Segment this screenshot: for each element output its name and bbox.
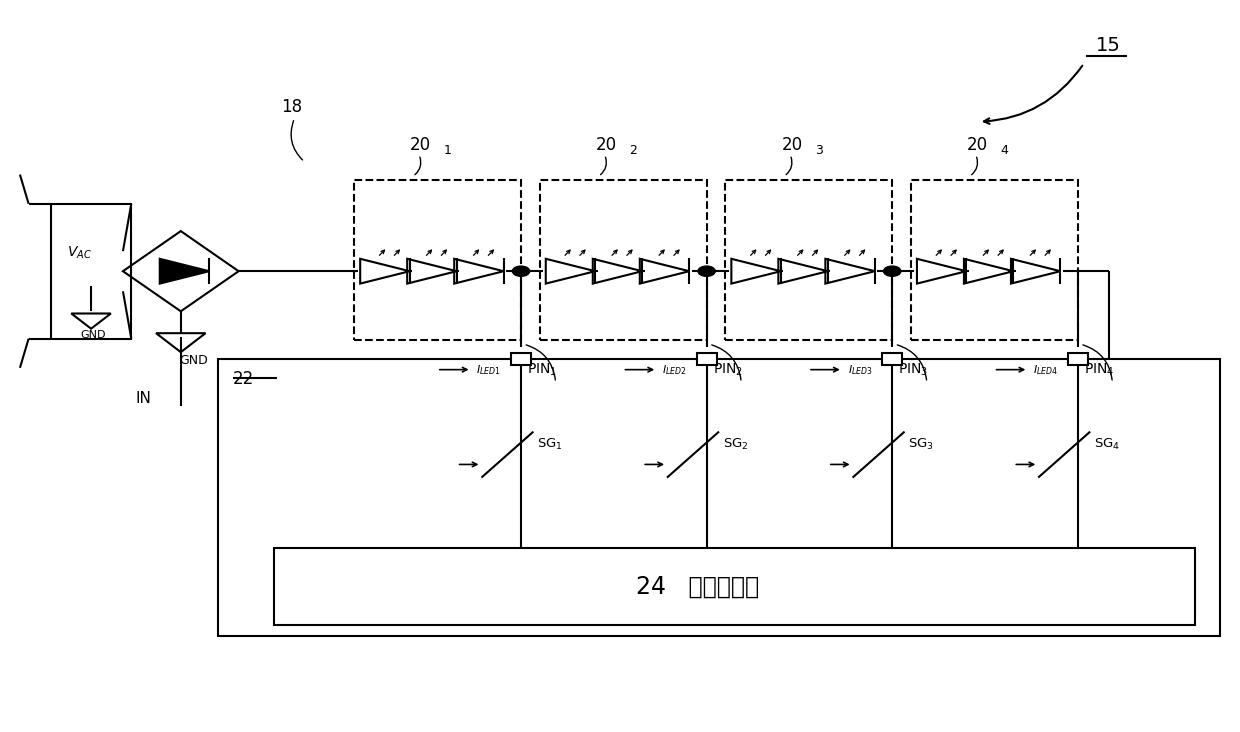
Text: $I_{LED2}$: $I_{LED2}$	[662, 363, 687, 376]
Text: GND: GND	[904, 595, 934, 608]
Text: SG$_4$: SG$_4$	[1094, 436, 1120, 452]
Text: PIN$_2$: PIN$_2$	[713, 362, 743, 378]
Text: 20: 20	[781, 136, 802, 154]
Text: $I_{LED3}$: $I_{LED3}$	[848, 363, 873, 376]
Text: SG$_2$: SG$_2$	[723, 436, 749, 452]
Text: SG$_1$: SG$_1$	[537, 436, 563, 452]
Text: GND: GND	[81, 330, 107, 340]
Text: 20: 20	[967, 136, 988, 154]
Bar	[1068, 353, 1087, 365]
Bar	[511, 353, 531, 365]
Text: PIN$_4$: PIN$_4$	[1084, 362, 1115, 378]
Circle shape	[512, 266, 529, 276]
Bar	[353, 180, 521, 340]
Bar	[51, 203, 131, 339]
Text: $I_{LED4}$: $I_{LED4}$	[1033, 363, 1058, 376]
Text: 22: 22	[233, 370, 254, 388]
Text: PIN$_1$: PIN$_1$	[527, 362, 558, 378]
Text: 18: 18	[281, 98, 303, 116]
Text: 20: 20	[410, 136, 432, 154]
Text: GND: GND	[719, 595, 748, 608]
Text: GND: GND	[179, 354, 207, 367]
Text: IN: IN	[135, 392, 151, 406]
Circle shape	[884, 266, 900, 276]
Text: GND: GND	[533, 595, 562, 608]
Bar	[910, 180, 1078, 340]
Text: $I_{LED1}$: $I_{LED1}$	[476, 363, 501, 376]
Text: 15: 15	[1096, 36, 1121, 55]
Bar	[274, 548, 1195, 625]
Text: $V_{AC}$: $V_{AC}$	[67, 244, 92, 261]
Text: 2: 2	[629, 144, 637, 157]
Polygon shape	[160, 259, 210, 283]
Text: GND: GND	[1090, 595, 1118, 608]
Bar	[725, 180, 893, 340]
Text: 1: 1	[444, 144, 451, 157]
Text: SG$_3$: SG$_3$	[908, 436, 934, 452]
Bar	[218, 359, 1220, 636]
Text: 20: 20	[595, 136, 618, 154]
Text: 4: 4	[1001, 144, 1008, 157]
Text: 24   电流控制器: 24 电流控制器	[636, 575, 759, 599]
Bar	[539, 180, 707, 340]
Text: PIN$_3$: PIN$_3$	[898, 362, 929, 378]
Bar	[883, 353, 901, 365]
Text: 3: 3	[815, 144, 822, 157]
Bar	[697, 353, 717, 365]
Circle shape	[698, 266, 715, 276]
